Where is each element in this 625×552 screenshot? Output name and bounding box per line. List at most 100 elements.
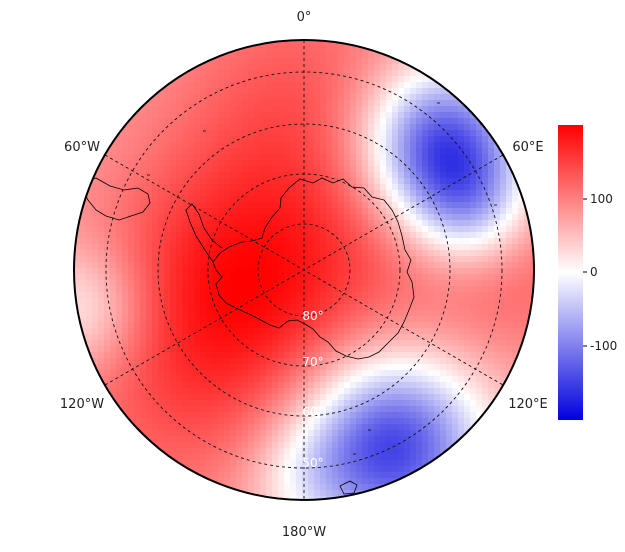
field-cell xyxy=(464,256,471,263)
field-cell xyxy=(164,178,171,185)
field-cell xyxy=(266,412,273,419)
field-cell xyxy=(188,172,195,179)
field-cell xyxy=(302,466,309,473)
field-cell xyxy=(476,244,483,251)
field-cell xyxy=(512,310,519,317)
field-cell xyxy=(524,226,531,233)
field-cell xyxy=(368,202,375,209)
field-cell xyxy=(272,190,279,197)
field-cell xyxy=(338,286,345,293)
field-cell xyxy=(350,352,357,359)
field-cell xyxy=(302,190,309,197)
field-cell xyxy=(248,64,255,71)
field-cell xyxy=(344,130,351,137)
field-cell xyxy=(176,358,183,365)
field-cell xyxy=(326,76,333,83)
field-cell xyxy=(416,424,423,431)
field-cell xyxy=(524,190,531,197)
field-cell xyxy=(170,388,177,395)
field-cell xyxy=(422,460,429,467)
field-cell xyxy=(254,88,261,95)
field-cell xyxy=(338,442,345,449)
field-cell xyxy=(74,262,81,269)
field-cell xyxy=(290,292,297,299)
field-cell xyxy=(476,388,483,395)
field-cell xyxy=(254,76,261,83)
field-cell xyxy=(404,412,411,419)
field-cell xyxy=(182,226,189,233)
field-cell xyxy=(398,232,405,239)
field-cell xyxy=(236,472,243,479)
field-cell xyxy=(230,64,237,71)
field-cell xyxy=(362,484,369,491)
field-cell xyxy=(128,406,135,413)
field-cell xyxy=(146,340,153,347)
field-cell xyxy=(194,370,201,377)
field-cell xyxy=(494,346,501,353)
field-cell xyxy=(386,202,393,209)
field-cell xyxy=(344,286,351,293)
field-cell xyxy=(188,418,195,425)
field-cell xyxy=(296,70,303,77)
field-cell xyxy=(128,214,135,221)
field-cell xyxy=(236,190,243,197)
field-cell xyxy=(242,418,249,425)
field-cell xyxy=(398,424,405,431)
field-cell xyxy=(338,436,345,443)
field-cell xyxy=(254,376,261,383)
field-cell xyxy=(440,154,447,161)
field-cell xyxy=(446,286,453,293)
field-cell xyxy=(338,370,345,377)
field-cell xyxy=(218,88,225,95)
field-cell xyxy=(290,268,297,275)
field-cell xyxy=(146,190,153,197)
field-cell xyxy=(518,310,525,317)
field-cell xyxy=(74,208,81,215)
field-cell xyxy=(362,196,369,203)
field-cell xyxy=(326,274,333,281)
field-cell xyxy=(338,136,345,143)
field-cell xyxy=(500,340,507,347)
field-cell xyxy=(128,208,135,215)
field-cell xyxy=(260,82,267,89)
field-cell xyxy=(176,214,183,221)
field-cell xyxy=(80,208,87,215)
field-cell xyxy=(392,244,399,251)
field-cell xyxy=(290,172,297,179)
field-cell xyxy=(332,316,339,323)
field-cell xyxy=(254,214,261,221)
field-cell xyxy=(332,178,339,185)
field-cell xyxy=(338,112,345,119)
field-cell xyxy=(506,268,513,275)
field-cell xyxy=(398,100,405,107)
field-cell xyxy=(338,52,345,59)
field-cell xyxy=(368,184,375,191)
field-cell xyxy=(212,190,219,197)
field-cell xyxy=(86,238,93,245)
field-cell xyxy=(446,142,453,149)
field-cell xyxy=(230,208,237,215)
field-cell xyxy=(482,208,489,215)
field-cell xyxy=(140,178,147,185)
field-cell xyxy=(290,178,297,185)
field-cell xyxy=(350,256,357,263)
field-cell xyxy=(368,376,375,383)
field-cell xyxy=(122,376,129,383)
field-cell xyxy=(380,196,387,203)
field-cell xyxy=(374,466,381,473)
field-cell xyxy=(314,436,321,443)
field-cell xyxy=(134,274,141,281)
field-cell xyxy=(320,460,327,467)
field-cell xyxy=(380,382,387,389)
field-cell xyxy=(446,310,453,317)
field-cell xyxy=(200,220,207,227)
field-cell xyxy=(74,274,81,281)
field-cell xyxy=(188,208,195,215)
field-cell xyxy=(458,274,465,281)
field-cell xyxy=(116,202,123,209)
field-cell xyxy=(248,304,255,311)
field-cell xyxy=(446,196,453,203)
field-cell xyxy=(326,238,333,245)
field-cell xyxy=(248,400,255,407)
field-cell xyxy=(260,202,267,209)
